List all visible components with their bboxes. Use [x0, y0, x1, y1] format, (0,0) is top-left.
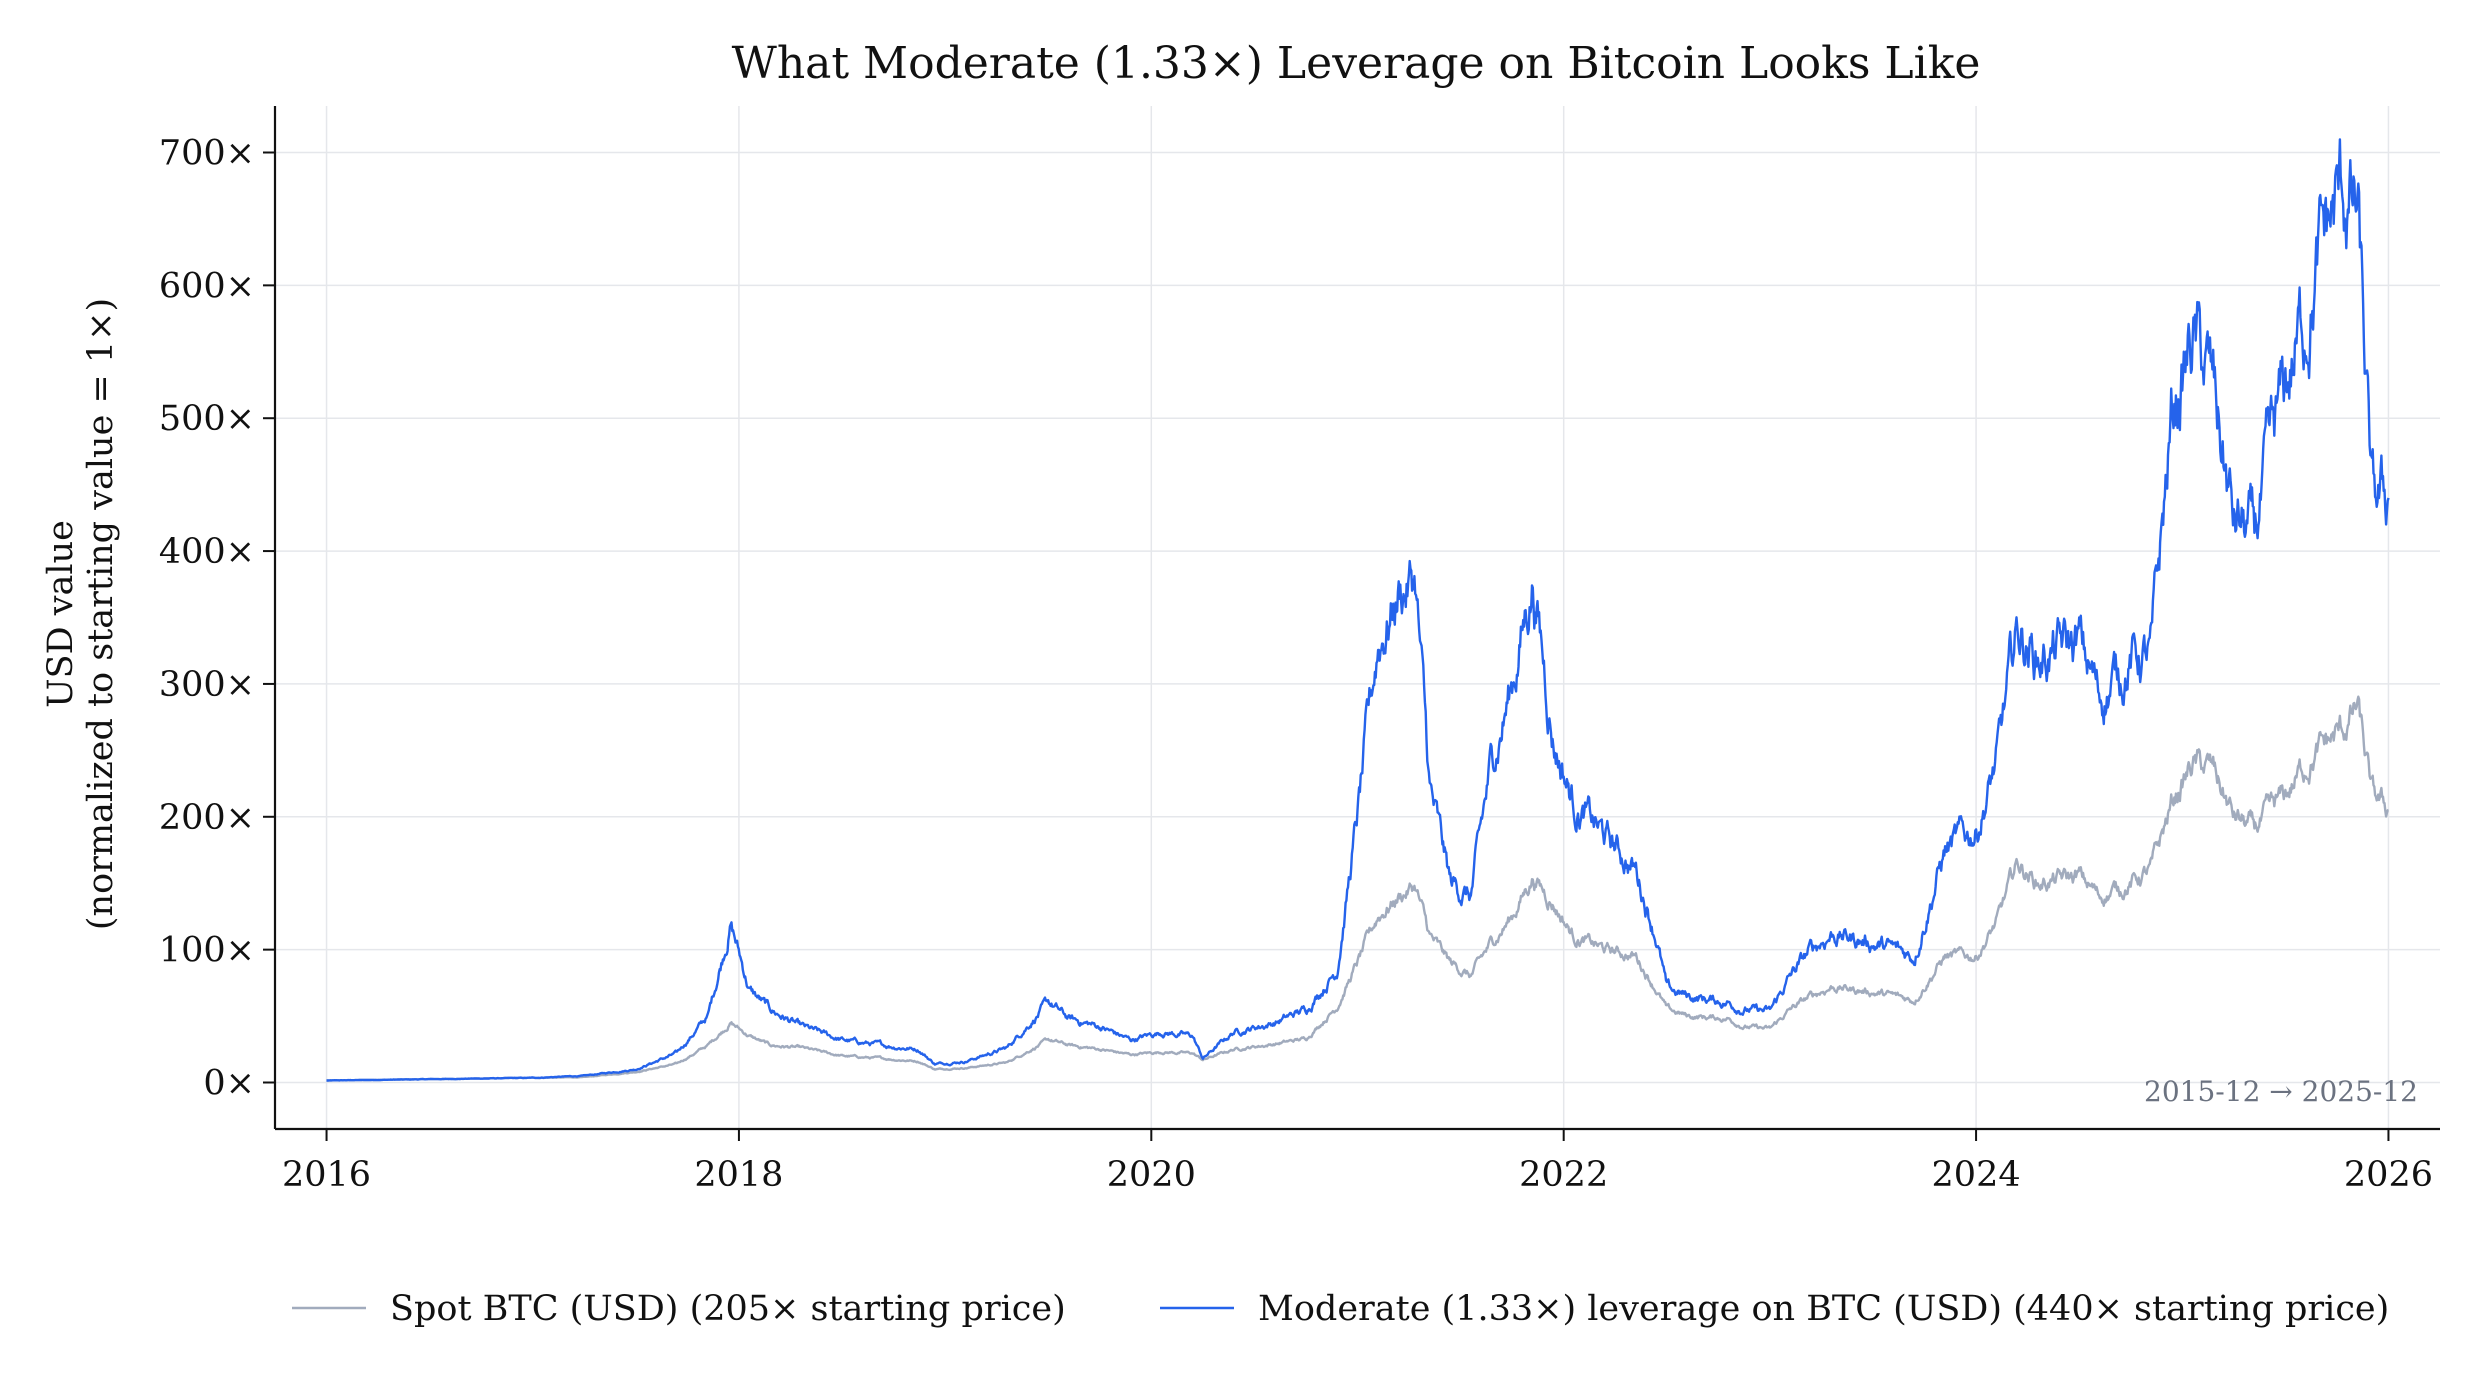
legend-label-spot: Spot BTC (USD) (205× starting price): [390, 1289, 1066, 1329]
x-tick-label: 2026: [2344, 1155, 2433, 1195]
legend-label-levered: Moderate (1.33×) leverage on BTC (USD) (…: [1258, 1289, 2389, 1329]
y-tick-label: 0×: [203, 1064, 255, 1104]
y-tick-label: 700×: [159, 134, 255, 174]
date-range-annotation: 2015-12 → 2025-12: [2144, 1075, 2418, 1108]
series-lines: [326, 138, 2390, 1082]
y-tick-label: 100×: [159, 931, 255, 971]
x-tick-label: 2024: [1932, 1155, 2021, 1195]
x-tick-label: 2022: [1519, 1155, 1608, 1195]
x-tick-label: 2018: [694, 1155, 783, 1195]
y-axis-label-line2: (normalized to starting value = 1×): [81, 298, 121, 930]
y-axis-label-line1: USD value: [41, 520, 81, 708]
legend: Spot BTC (USD) (205× starting price) Mod…: [292, 1289, 2389, 1329]
y-tick-label: 500×: [159, 399, 255, 439]
x-tick-label: 2016: [282, 1155, 371, 1195]
gridlines: [275, 106, 2440, 1129]
axes: [263, 106, 2440, 1141]
series-line-levered-btc: [326, 138, 2390, 1082]
y-tick-label: 400×: [159, 532, 255, 572]
y-tick-label: 600×: [159, 266, 255, 306]
y-tick-label: 200×: [159, 798, 255, 838]
series-line-spot-btc: [326, 695, 2389, 1082]
tick-labels: 2016 2018 2020 2022 2024 2026 0× 100× 200× 300× 40…: [159, 134, 2433, 1196]
y-tick-label: 300×: [159, 665, 255, 705]
chart-title: What Moderate (1.33×) Leverage on Bitcoi…: [732, 38, 1981, 89]
x-tick-label: 2020: [1107, 1155, 1196, 1195]
